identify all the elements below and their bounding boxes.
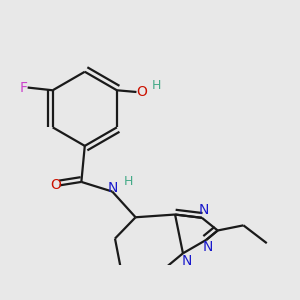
Text: N: N [182,254,192,268]
Text: H: H [151,79,161,92]
Text: N: N [198,203,209,217]
Text: O: O [50,178,61,192]
Text: N: N [203,240,213,254]
Text: F: F [20,80,28,94]
Text: O: O [136,85,147,99]
Text: H: H [124,175,134,188]
Text: N: N [108,181,119,195]
